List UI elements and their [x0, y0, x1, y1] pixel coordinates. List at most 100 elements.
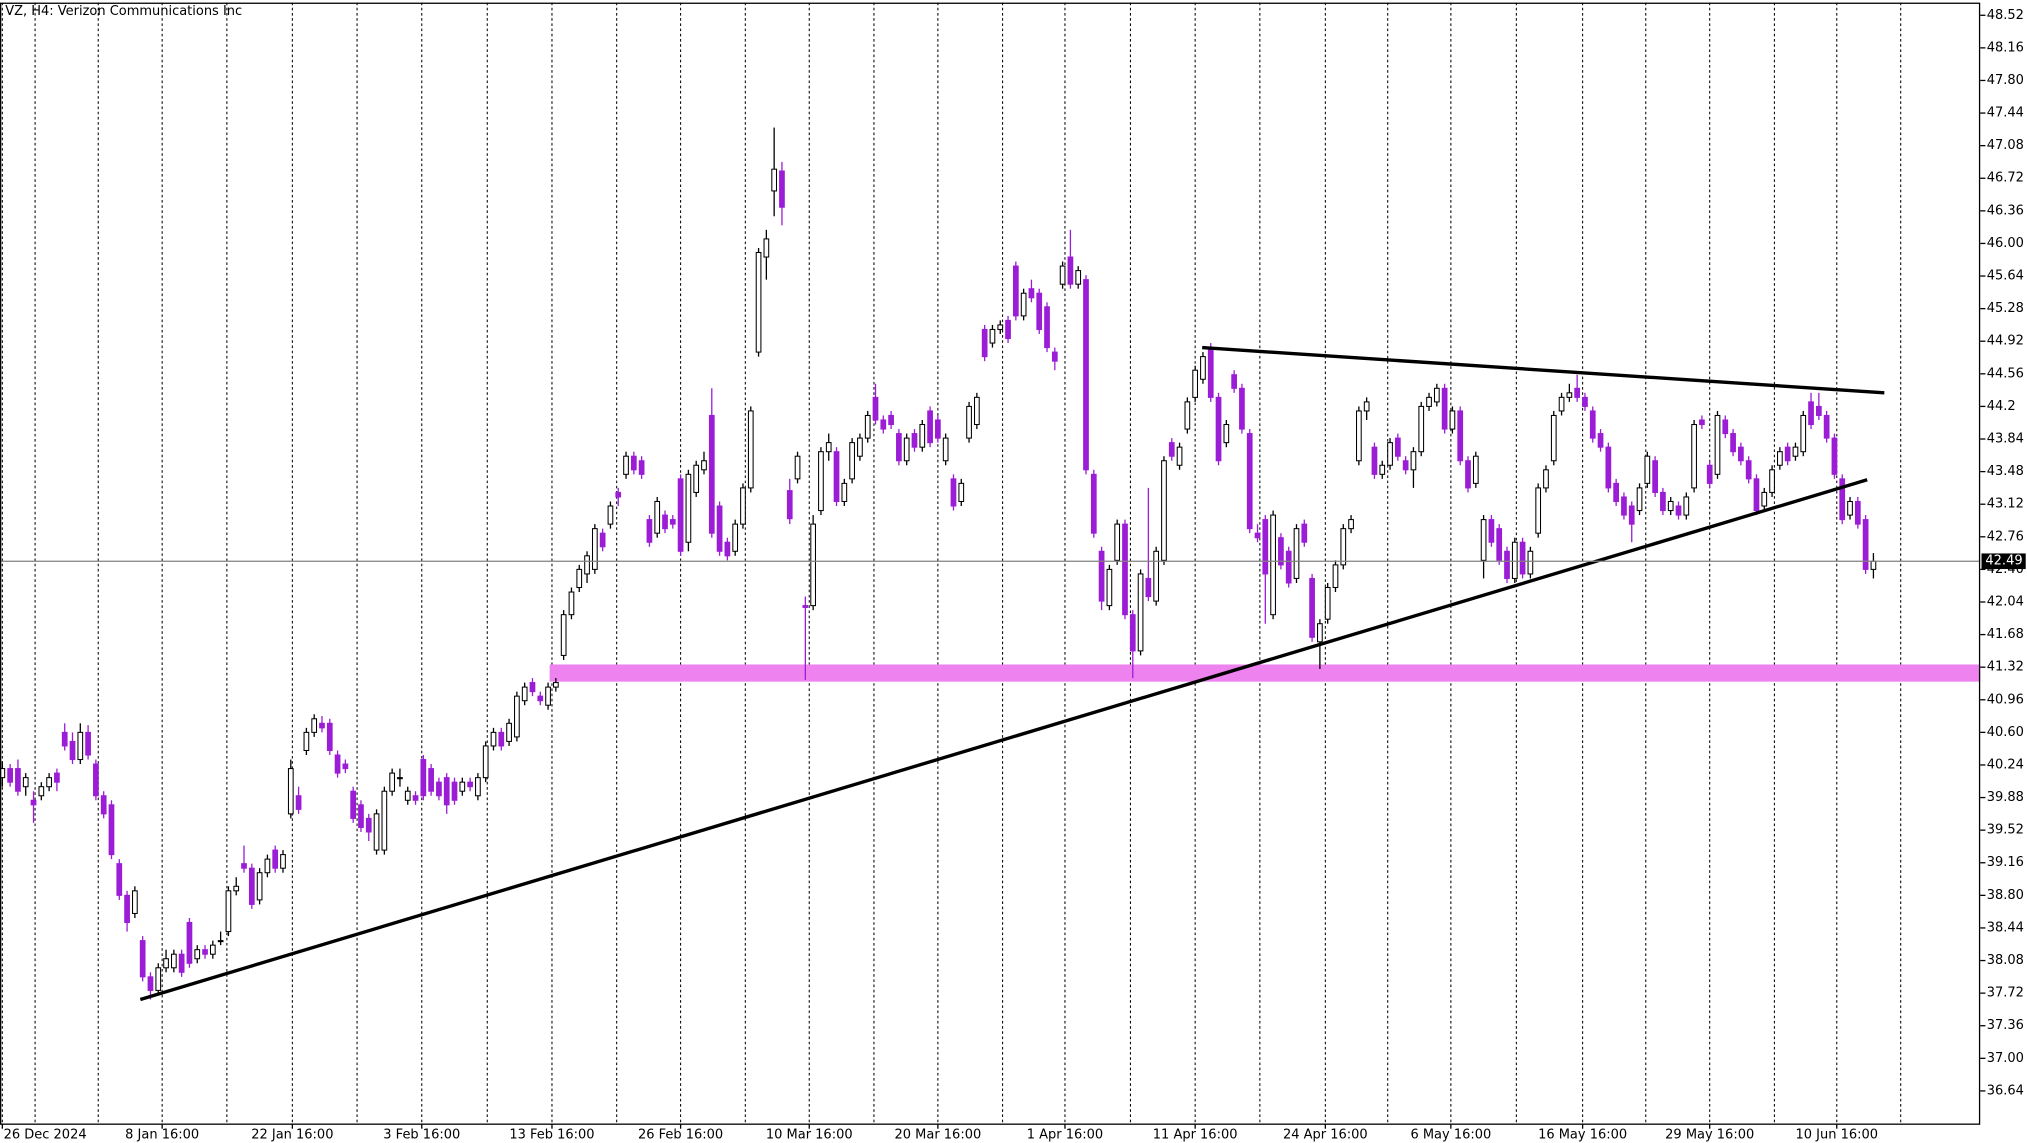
candle-body: [1472, 455, 1479, 484]
x-tick-label: 3 Feb 16:00: [383, 1128, 460, 1143]
candle-body: [1441, 387, 1448, 430]
candle-body: [1363, 401, 1370, 412]
candle-body: [1597, 433, 1604, 448]
candle-body: [857, 437, 863, 457]
candle-body: [311, 718, 318, 733]
candle-body: [217, 940, 224, 943]
y-tick-label: 38.08: [1987, 953, 2024, 968]
x-tick-label: 16 May 16:00: [1538, 1128, 1627, 1143]
candle-body: [1051, 351, 1058, 362]
candle-body: [1239, 387, 1245, 430]
y-tick-label: 48.52: [1987, 8, 2024, 23]
candle-body: [124, 894, 130, 924]
candle-body: [1535, 487, 1542, 534]
candle-body: [849, 442, 855, 480]
candle-body: [163, 958, 169, 969]
candle-body: [1808, 401, 1814, 426]
candle-body: [560, 614, 567, 656]
candle-body: [607, 505, 614, 525]
candle-body: [833, 451, 840, 503]
candle-body: [553, 682, 559, 688]
candle-body: [771, 168, 778, 192]
support-zone: [549, 664, 1981, 682]
candle-body: [334, 754, 341, 774]
candle-body: [1675, 505, 1682, 516]
candle-body: [397, 777, 403, 780]
candle-body: [623, 455, 629, 475]
y-tick-label: 39.88: [1987, 790, 2024, 805]
candle-body: [1465, 460, 1471, 489]
candle-body: [170, 953, 177, 969]
candle-body: [693, 464, 700, 493]
candle-body: [997, 324, 1004, 330]
y-tick-label: 39.52: [1987, 823, 2024, 838]
candle-body: [1683, 496, 1690, 516]
candle-body: [1714, 414, 1721, 475]
y-tick-label: 45.64: [1987, 269, 2024, 284]
candle-body: [295, 795, 302, 810]
candle-body: [1036, 292, 1043, 330]
candle-body: [1387, 442, 1393, 466]
x-tick-label: 22 Jan 16:00: [251, 1128, 333, 1143]
candle-body: [864, 414, 871, 439]
candle-body: [326, 722, 333, 752]
y-tick-label: 48.16: [1987, 40, 2024, 55]
candle-body: [194, 949, 201, 960]
trendline: [139, 478, 1868, 1002]
candle-body: [1106, 568, 1113, 607]
candle-body: [451, 781, 458, 801]
candle-body: [1660, 491, 1666, 512]
candle-body: [272, 849, 279, 869]
candle-body: [630, 455, 637, 471]
candle-body: [763, 238, 770, 258]
candle-body: [1628, 505, 1635, 525]
candle-body: [280, 854, 286, 869]
candle-body: [1621, 496, 1627, 516]
candle-body: [646, 519, 653, 543]
candle-body: [638, 460, 645, 475]
candle-body: [1348, 519, 1354, 530]
candle-body: [1449, 410, 1456, 430]
candle-body: [93, 763, 99, 797]
candle-body: [1223, 424, 1230, 444]
candle-body: [506, 722, 512, 742]
candle-body: [1543, 469, 1549, 489]
candle-body: [404, 790, 411, 801]
candle-body: [786, 490, 793, 520]
candle-body: [662, 514, 668, 530]
y-tick-label: 43.12: [1987, 497, 2024, 512]
candle-body: [818, 451, 824, 512]
candle-body: [1706, 464, 1713, 484]
candle-body: [1691, 424, 1697, 489]
y-tick-label: 37.00: [1987, 1051, 2024, 1066]
y-tick-label: 46.72: [1987, 171, 2024, 186]
y-tick-label: 44.56: [1987, 366, 2024, 381]
candle-body: [529, 682, 536, 693]
candle-body: [38, 786, 45, 797]
candle-body: [15, 768, 21, 792]
candle-body: [1722, 419, 1729, 435]
x-tick-label: 26 Feb 16:00: [638, 1128, 723, 1143]
candle-body: [1317, 623, 1323, 643]
candle-body: [303, 731, 310, 752]
price-tag: [1981, 553, 2026, 570]
y-tick-label: 36.64: [1987, 1083, 2024, 1098]
candle-body: [202, 949, 208, 955]
candle-body: [1566, 392, 1573, 398]
candle-body: [1496, 528, 1503, 561]
candle-body: [373, 813, 380, 851]
candle-body: [1114, 523, 1121, 561]
candle-body: [1410, 451, 1417, 471]
candle-body: [701, 460, 707, 471]
candle-body: [1371, 446, 1378, 475]
candle-body: [685, 473, 692, 543]
candle-body: [54, 772, 60, 783]
candle-body: [1558, 396, 1565, 412]
candle-body: [225, 890, 232, 933]
candle-body: [1488, 519, 1495, 543]
y-tick-label: 40.24: [1987, 757, 2024, 772]
candle-body: [1605, 446, 1612, 489]
candle-body: [989, 328, 996, 344]
candle-body: [381, 790, 388, 851]
candle-body: [1044, 306, 1050, 349]
